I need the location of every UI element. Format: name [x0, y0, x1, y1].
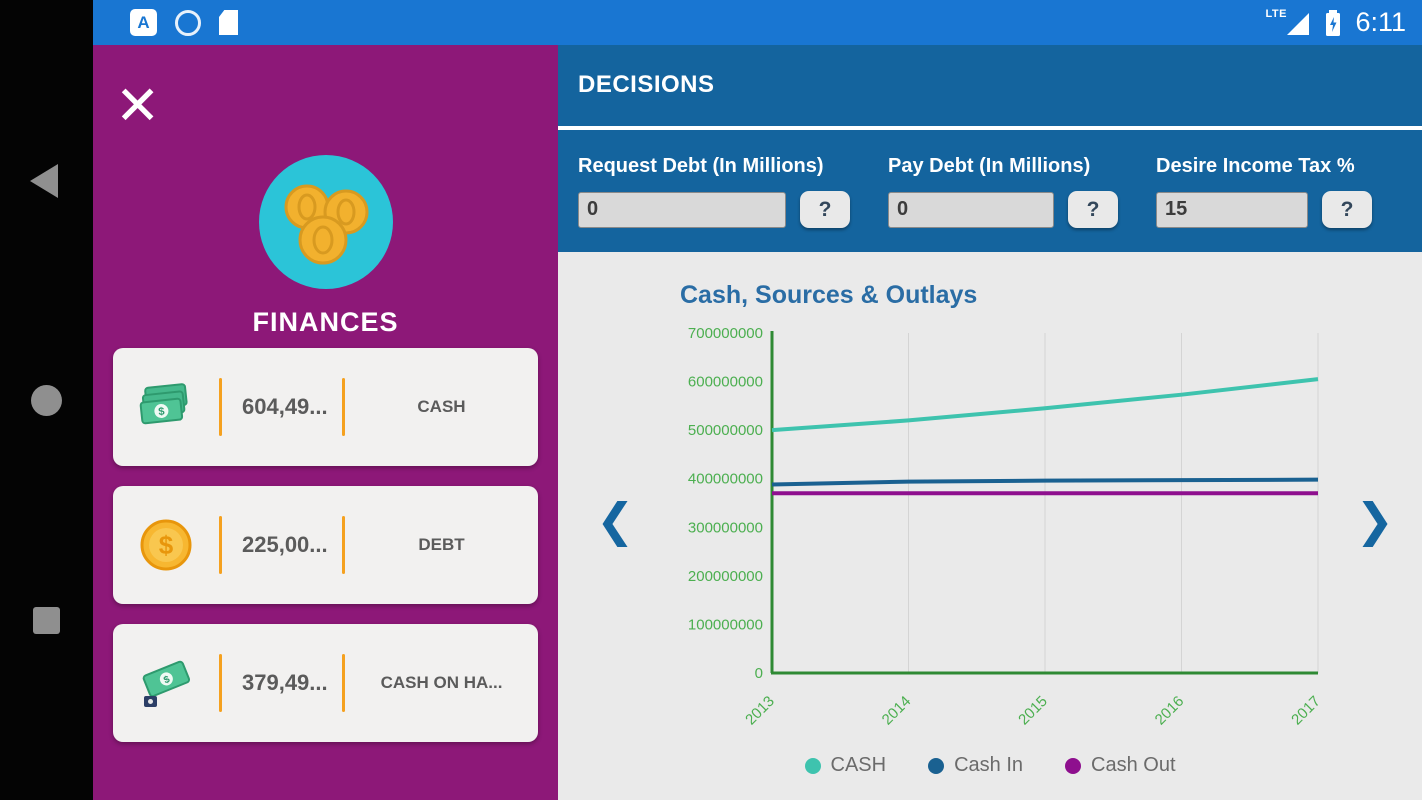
signal-triangle-icon	[1287, 12, 1310, 35]
chart-next-button[interactable]: ❯	[1355, 493, 1394, 547]
decisions-title: DECISIONS	[578, 71, 715, 98]
cash-label: CASH	[417, 397, 466, 416]
request-debt-input[interactable]	[578, 191, 786, 228]
svg-text:$: $	[158, 406, 165, 419]
recents-icon	[33, 607, 60, 634]
cash-value: 604,49...	[242, 394, 328, 419]
card-divider	[219, 378, 222, 436]
status-bar: A LTE 6:11	[93, 0, 1422, 45]
recents-button[interactable]	[0, 590, 93, 650]
y-tick-label: 400000000	[688, 471, 763, 488]
svg-text:$: $	[162, 674, 172, 686]
request-debt-label: Request Debt (In Millions)	[578, 155, 824, 177]
decisions-section: DECISIONS Request Debt (In Millions) ? P…	[558, 45, 1422, 252]
android-nav-bar	[0, 0, 93, 800]
cash-on-hand-card[interactable]: $ 379,49... CASH ON HA...	[113, 624, 538, 742]
y-tick-label: 700000000	[688, 325, 763, 342]
request-debt-help-button[interactable]: ?	[800, 191, 850, 228]
cash-on-hand-value: 379,49...	[242, 670, 328, 695]
series-line-cash	[771, 377, 1319, 433]
income-tax-label: Desire Income Tax %	[1156, 155, 1355, 177]
y-tick-label: 600000000	[688, 374, 763, 391]
clock-icon	[175, 9, 201, 36]
battery-icon	[1325, 9, 1341, 37]
legend-item-cash-out[interactable]: Cash Out	[1065, 754, 1176, 777]
pay-debt-field-group: Pay Debt (In Millions) ?	[888, 155, 1118, 228]
card-divider	[342, 516, 345, 574]
legend-dot-cash-out	[1065, 757, 1082, 774]
card-divider	[342, 654, 345, 712]
x-tick-label: 2014	[879, 693, 915, 729]
debt-label: DEBT	[418, 535, 465, 554]
cash-on-hand-label: CASH ON HA...	[380, 673, 503, 692]
legend-dot-cash	[804, 757, 821, 774]
letter-a-app-icon: A	[130, 9, 157, 36]
network-type-label: LTE	[1265, 7, 1287, 20]
clock-time: 6:11	[1355, 7, 1406, 37]
page-title: FINANCES	[252, 307, 399, 337]
home-button[interactable]	[0, 370, 93, 430]
cash-on-hand-icon: $	[113, 656, 219, 710]
notification-icons: A	[93, 9, 238, 36]
header-underline	[558, 126, 1422, 130]
income-tax-field-group: Desire Income Tax % ?	[1156, 155, 1372, 228]
debt-value: 225,00...	[242, 532, 328, 557]
main-panel: DECISIONS Request Debt (In Millions) ? P…	[558, 45, 1422, 800]
income-tax-input[interactable]	[1156, 191, 1308, 228]
close-button[interactable]: ✕	[115, 74, 161, 137]
x-tick-label: 2017	[1288, 693, 1324, 729]
signal-icon: LTE	[1265, 7, 1310, 39]
line-chart: 0 100000000 200000000 300000000 400000000 500…	[688, 325, 1324, 729]
decision-fields: Request Debt (In Millions) ? Pay Debt (I…	[578, 155, 1372, 228]
dollar-coin-icon: $	[113, 518, 219, 572]
card-divider	[219, 516, 222, 574]
card-divider	[342, 378, 345, 436]
pay-debt-help-button[interactable]: ?	[1068, 191, 1118, 228]
pay-debt-input[interactable]	[888, 191, 1054, 228]
back-button[interactable]	[0, 150, 93, 210]
series-line-cash-in	[771, 477, 1319, 487]
legend-item-cash-in[interactable]: Cash In	[928, 754, 1023, 777]
x-tick-label: 2016	[1152, 693, 1188, 729]
y-tick-label: 200000000	[688, 568, 763, 585]
pay-debt-label: Pay Debt (In Millions)	[888, 155, 1091, 177]
finances-avatar	[259, 155, 393, 289]
chart-title: Cash, Sources & Outlays	[680, 281, 978, 309]
legend-dot-cash-in	[928, 757, 945, 774]
debt-card[interactable]: $ 225,00... DEBT	[113, 486, 538, 604]
svg-text:$: $	[159, 530, 174, 560]
chart-section: 0 100000000 200000000 300000000 400000000 500…	[558, 252, 1422, 800]
coins-icon	[284, 184, 369, 265]
status-indicators: LTE 6:11	[1265, 7, 1422, 39]
chart-legend: CASH Cash In Cash Out	[558, 754, 1422, 777]
y-tick-label: 500000000	[688, 422, 763, 439]
legend-item-cash[interactable]: CASH	[804, 754, 887, 777]
y-tick-label: 100000000	[688, 616, 763, 633]
x-tick-label: 2015	[1015, 693, 1051, 729]
x-tick-label: 2013	[742, 693, 778, 729]
finances-panel: ✕ FINANCES	[93, 45, 558, 800]
finance-cards: $ 604,49... CASH $ 225,	[113, 348, 538, 742]
card-divider	[219, 654, 222, 712]
request-debt-field-group: Request Debt (In Millions) ?	[578, 155, 850, 228]
y-tick-label: 0	[755, 665, 763, 682]
legend-label-cash-out: Cash Out	[1091, 754, 1176, 776]
cash-card[interactable]: $ 604,49... CASH	[113, 348, 538, 466]
home-icon	[31, 385, 62, 416]
sim-card-icon	[219, 10, 238, 35]
income-tax-help-button[interactable]: ?	[1322, 191, 1372, 228]
chart-prev-button[interactable]: ❮	[596, 493, 635, 547]
y-tick-label: 300000000	[688, 519, 763, 536]
back-icon	[30, 164, 58, 198]
legend-label-cash-in: Cash In	[954, 754, 1024, 776]
legend-label-cash: CASH	[830, 754, 887, 776]
cash-bills-icon: $	[113, 381, 219, 433]
